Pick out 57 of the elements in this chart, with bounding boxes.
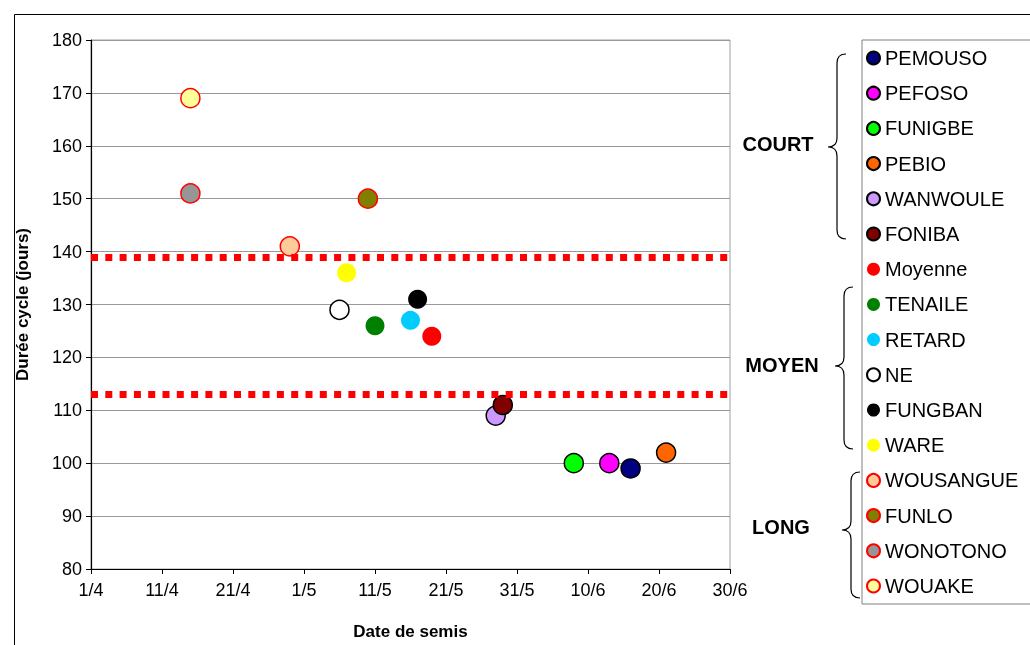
text: COURT — [742, 133, 814, 155]
legend-label: FUNLO — [885, 504, 953, 527]
y-tick-label: 150 — [51, 188, 82, 209]
legend-label: WOUSANGUE — [885, 469, 1019, 492]
point — [180, 87, 201, 109]
y-axis-title: Durée cycle (jours) — [13, 227, 32, 382]
x-tick-label: 10/6 — [570, 580, 606, 600]
legend-label: PEMOUSO — [885, 47, 988, 69]
legend-label: FUNIGBE — [885, 117, 974, 140]
y-tick-label: 140 — [51, 241, 82, 262]
point — [408, 289, 428, 309]
legend-label: Moyenne — [885, 258, 968, 281]
point — [180, 183, 201, 204]
y-tick-label: 110 — [53, 400, 82, 421]
point — [655, 442, 677, 463]
x-tick-label: 21/4 — [215, 580, 251, 600]
point — [599, 452, 620, 474]
y-tick-label: 120 — [51, 347, 82, 368]
x-tick-label: 21/5 — [428, 580, 464, 600]
legend-label: WARE — [885, 434, 945, 457]
y-tick-label: 80 — [61, 559, 82, 579]
y-tick-label: 180 — [51, 30, 82, 50]
text: LONG — [752, 516, 810, 538]
point — [401, 310, 420, 330]
x-tick-label: 20/6 — [641, 580, 677, 600]
legend-label: PEBIO — [885, 152, 947, 175]
x-tick-label: 1/5 — [291, 580, 317, 600]
point — [337, 263, 357, 283]
point — [279, 236, 301, 257]
x-axis-title: Date de semis — [353, 622, 468, 641]
y-tick-label: 170 — [51, 82, 82, 103]
point — [329, 299, 350, 321]
x-tick-label: 1/4 — [78, 580, 104, 600]
point — [620, 458, 641, 479]
point — [365, 316, 385, 336]
point — [357, 188, 379, 209]
x-tick-label: 30/6 — [712, 580, 748, 600]
legend-label: WONOTONO — [885, 539, 1007, 562]
legend-label: NE — [885, 363, 913, 386]
point — [563, 452, 585, 474]
legend-label: PEFOSO — [885, 82, 969, 105]
x-tick-label: 31/5 — [499, 580, 535, 600]
legend-label: WANWOULE — [885, 187, 1005, 210]
x-tick-label: 11/5 — [358, 580, 392, 600]
legend-label: WOUAKE — [885, 575, 974, 597]
y-tick-label: 100 — [51, 453, 82, 474]
x-tick-label: 11/4 — [145, 580, 179, 600]
y-tick-label: 130 — [51, 294, 82, 315]
text: MOYEN — [745, 354, 819, 376]
legend-label: TENAILE — [885, 293, 969, 316]
legend-label: FONIBA — [885, 223, 961, 245]
y-tick-label: 160 — [51, 135, 82, 156]
legend-label: RETARD — [885, 328, 966, 351]
y-tick-label: 90 — [61, 506, 82, 527]
point — [492, 394, 514, 416]
legend-label: FUNGBAN — [885, 399, 983, 421]
point — [422, 326, 442, 346]
